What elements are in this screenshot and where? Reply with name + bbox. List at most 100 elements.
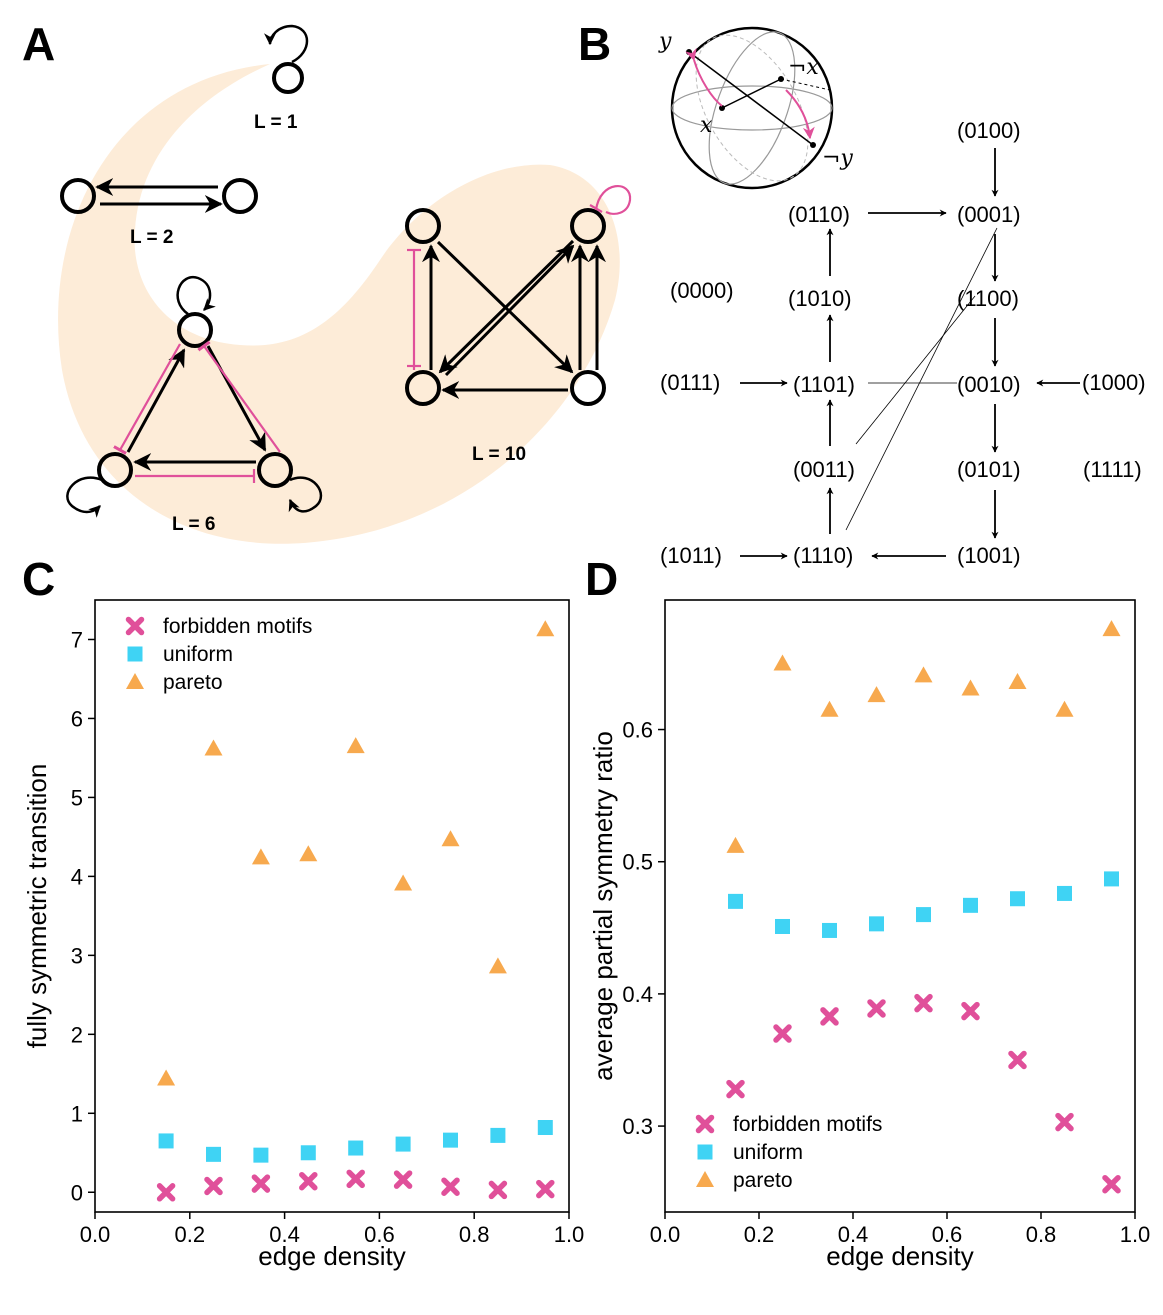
data-point-x — [393, 1170, 413, 1189]
x-tick-label: 0.8 — [1026, 1222, 1057, 1247]
legend-label: pareto — [733, 1169, 793, 1192]
plot-d-frame — [664, 599, 1136, 1213]
panel-d-letter: D — [585, 553, 618, 605]
x-tick-label: 0.4 — [269, 1222, 300, 1247]
panel-a-letter: A — [22, 18, 55, 70]
data-point-triangle — [961, 679, 980, 696]
plot-c-marks — [156, 620, 555, 1202]
legend-label: uniform — [733, 1141, 803, 1164]
data-point-x — [1008, 1050, 1027, 1070]
network-l2: L = 2 — [60, 178, 258, 248]
y-tick-label: 4 — [71, 864, 83, 889]
self-loop-arrow — [66, 476, 103, 518]
x-tick-label: 0.2 — [744, 1222, 775, 1247]
data-point-x — [488, 1180, 508, 1200]
plot-c-ticks: 0.0 0.2 0.4 0.6 0.8 1.0 0 1 2 3 4 5 6 7 — [71, 627, 585, 1247]
legend-label: forbidden motifs — [733, 1113, 882, 1136]
node — [177, 312, 213, 348]
crescent-background — [58, 64, 620, 544]
label-l2: L = 2 — [130, 227, 173, 248]
state: (0010) — [957, 372, 1021, 397]
node — [570, 208, 606, 244]
network-l6: L = 6 — [66, 275, 323, 535]
data-point-square — [1057, 885, 1072, 901]
data-point-triangle — [726, 836, 745, 853]
sphere-equator — [671, 85, 833, 131]
data-point-square — [1010, 891, 1025, 907]
data-point-x — [441, 1177, 460, 1196]
state: (1011) — [660, 543, 722, 568]
data-point-square — [395, 1136, 411, 1152]
state: (1100) — [957, 286, 1019, 311]
data-point-square — [775, 918, 790, 934]
data-point-triangle — [1008, 672, 1027, 689]
node — [60, 178, 96, 214]
y-tick-label: 0.3 — [622, 1114, 653, 1139]
legend-marker-triangle — [696, 1171, 714, 1187]
label-l6: L = 6 — [172, 514, 215, 535]
state: (1001) — [957, 543, 1021, 568]
data-point-square — [537, 1120, 553, 1136]
x-tick-label: 0.2 — [175, 1222, 206, 1247]
panel-b-letter: B — [578, 18, 611, 70]
data-point-x — [1102, 1174, 1121, 1194]
state: (1000) — [1082, 370, 1146, 395]
sphere-meridian — [695, 34, 809, 182]
sphere-label-y: y — [658, 29, 672, 54]
data-point-triangle — [394, 874, 413, 891]
x-tick-label: 0.0 — [80, 1222, 111, 1247]
data-point-x — [914, 993, 933, 1013]
state: (0111) — [660, 370, 720, 395]
data-point-square — [300, 1145, 316, 1161]
x-tick-label: 0.4 — [838, 1222, 869, 1247]
state: (0110) — [788, 202, 850, 227]
sphere-axis — [721, 78, 782, 109]
data-point-triangle — [773, 654, 792, 671]
data-point-x — [204, 1176, 223, 1196]
legend-label: pareto — [163, 671, 223, 694]
x-tick-label: 0.0 — [650, 1222, 681, 1247]
data-point-x — [820, 1007, 839, 1026]
plot-d-ylabel: average partial symmetry ratio — [588, 731, 618, 1081]
legend-marker-x — [695, 1114, 715, 1134]
inhibitory-edge — [113, 343, 181, 455]
data-point-triangle — [488, 957, 507, 974]
data-point-x — [1055, 1112, 1074, 1132]
sphere-outline — [670, 26, 834, 190]
node — [272, 62, 304, 94]
state: (0101) — [957, 457, 1021, 482]
panel-d: D 0.0 0.2 0.4 0.6 0.8 1.0 0.3 0.4 0.5 0.6 forbidd… — [585, 553, 1150, 1271]
data-point-square — [822, 922, 837, 938]
state: (0100) — [957, 118, 1021, 143]
plot-d-legend: forbidden motifs uniform pareto — [695, 1113, 882, 1192]
state: (0011) — [793, 457, 855, 482]
panel-b: B y ¬y x ¬x (0100) (0110) (0001) ( — [578, 18, 1146, 568]
data-point-square — [206, 1146, 221, 1162]
y-tick-label: 7 — [71, 627, 83, 652]
data-point-x — [299, 1171, 318, 1191]
state: (0000) — [670, 278, 734, 303]
legend-marker-triangle — [126, 673, 144, 689]
network-l10: L = 10 — [405, 185, 632, 465]
edge-arrow — [438, 239, 575, 374]
state-graph: (0100) (0110) (0001) (0000) (1010) (1100… — [660, 118, 1146, 568]
y-tick-label: 0.6 — [622, 718, 653, 743]
data-point-square — [869, 916, 884, 932]
inhibitory-edge — [197, 340, 281, 453]
self-loop-arrow — [288, 476, 323, 513]
y-tick-label: 2 — [71, 1022, 83, 1047]
data-point-square — [916, 907, 931, 923]
data-point-square — [158, 1133, 174, 1149]
legend-label: forbidden motifs — [163, 615, 312, 638]
data-point-x — [536, 1179, 555, 1199]
legend-marker-square — [127, 646, 143, 662]
panel-a: A L = 1 L = 2 — [22, 18, 632, 544]
sphere-label-not-x: ¬x — [788, 55, 819, 80]
point-not-x — [778, 76, 784, 82]
x-tick-label: 0.8 — [459, 1222, 490, 1247]
network-l1: L = 1 — [254, 24, 309, 133]
data-point-triangle — [1055, 700, 1074, 717]
plot-d-marks — [726, 620, 1121, 1194]
plot-c-legend: forbidden motifs uniform pareto — [125, 615, 312, 694]
point-y — [686, 49, 692, 55]
